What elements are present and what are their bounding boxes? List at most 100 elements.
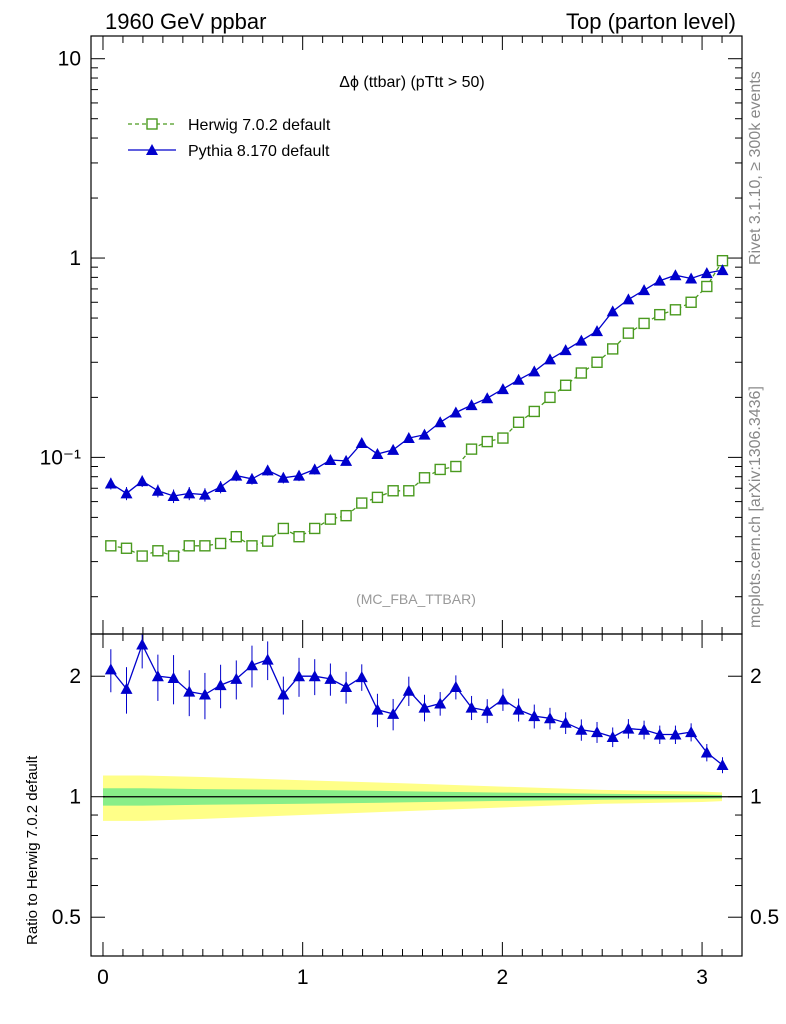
ratio-point bbox=[606, 730, 619, 742]
pythia-point bbox=[434, 416, 447, 428]
ratio-y-tick-label: 2 bbox=[69, 665, 81, 688]
herwig-point bbox=[654, 308, 666, 321]
pythia-point bbox=[230, 469, 243, 481]
herwig-point bbox=[606, 343, 619, 355]
ratio-point bbox=[496, 693, 509, 705]
herwig-point bbox=[214, 537, 227, 550]
pythia-point bbox=[716, 264, 729, 276]
ratio-point bbox=[167, 671, 180, 683]
pythia-point bbox=[622, 293, 635, 305]
herwig-point bbox=[638, 317, 650, 330]
pythia-point bbox=[559, 344, 572, 356]
ratio-point bbox=[324, 672, 337, 684]
ratio-point bbox=[120, 682, 133, 694]
main-data-layer bbox=[104, 254, 729, 562]
pythia-point bbox=[104, 477, 117, 489]
pythia-point bbox=[481, 392, 494, 404]
pythia-point bbox=[653, 274, 666, 286]
herwig-point bbox=[152, 545, 164, 557]
pythia-point bbox=[293, 469, 306, 481]
main-y-tick-label: 10 bbox=[58, 48, 81, 71]
ratio-point bbox=[653, 728, 666, 740]
ratio-axis-ticks: 2 2 1 1 0.5 0.5 0 1 2 3 bbox=[52, 634, 779, 989]
herwig-point bbox=[418, 472, 431, 484]
ratio-y-tick-label-right: 0.5 bbox=[750, 906, 779, 929]
ratio-point bbox=[104, 663, 117, 675]
pythia-point bbox=[355, 437, 368, 449]
herwig-point bbox=[622, 327, 635, 339]
pythia-point bbox=[638, 284, 651, 296]
ratio-point bbox=[669, 728, 682, 740]
pythia-point bbox=[543, 353, 556, 365]
pythia-point bbox=[418, 428, 431, 440]
pythia-point bbox=[575, 334, 588, 346]
pythia-point bbox=[700, 267, 713, 279]
herwig-point bbox=[167, 550, 180, 562]
pythia-point bbox=[402, 432, 415, 444]
pythia-line bbox=[110, 269, 723, 497]
ratio-point bbox=[340, 680, 353, 692]
ratio-point bbox=[371, 703, 384, 715]
pythia-point bbox=[528, 365, 541, 377]
pythia-point bbox=[120, 487, 133, 499]
ratio-plot-panel: 2 2 1 1 0.5 0.5 0 1 2 3 Ratio to Herwig 7.0.2 def… bbox=[24, 633, 779, 989]
ratio-point bbox=[622, 722, 635, 734]
herwig-point bbox=[575, 367, 588, 379]
ratio-point bbox=[591, 726, 604, 738]
herwig-point bbox=[309, 522, 321, 535]
analysis-watermark: (MC_FBA_TTBAR) bbox=[356, 591, 476, 607]
pythia-point bbox=[591, 325, 604, 337]
herwig-point bbox=[371, 491, 384, 504]
herwig-point bbox=[246, 540, 258, 552]
herwig-point bbox=[450, 460, 462, 473]
ratio-point bbox=[308, 670, 321, 682]
ratio-pythia-line bbox=[110, 642, 723, 766]
pythia-point bbox=[324, 454, 337, 466]
ratio-point bbox=[559, 716, 572, 728]
ratio-point bbox=[214, 679, 227, 691]
herwig-point bbox=[669, 304, 682, 316]
herwig-point bbox=[685, 296, 697, 308]
pythia-point bbox=[387, 443, 400, 455]
herwig-point bbox=[261, 535, 274, 547]
herwig-point bbox=[403, 485, 415, 497]
ratio-y-label: Ratio to Herwig 7.0.2 default bbox=[24, 755, 41, 945]
herwig-point bbox=[136, 550, 148, 562]
ratio-y-tick-label-right: 2 bbox=[750, 665, 762, 688]
ratio-point bbox=[575, 723, 588, 735]
herwig-point bbox=[559, 379, 572, 391]
ratio-point bbox=[198, 688, 211, 700]
pythia-point bbox=[261, 464, 274, 476]
herwig-point bbox=[340, 509, 352, 522]
pythia-point bbox=[214, 481, 227, 493]
ratio-point bbox=[261, 653, 274, 665]
header-left: 1960 GeV ppbar bbox=[105, 9, 266, 34]
herwig-point bbox=[701, 280, 713, 293]
ratio-point bbox=[136, 638, 149, 650]
ratio-point bbox=[685, 726, 698, 738]
ratio-y-tick-label: 1 bbox=[69, 786, 81, 809]
plot-title: Δϕ (ttbar) (pTtt > 50) bbox=[339, 74, 484, 91]
ratio-x-tick-label: 1 bbox=[297, 966, 309, 989]
pythia-point bbox=[465, 399, 478, 411]
pythia-point bbox=[449, 406, 462, 418]
ratio-point bbox=[151, 670, 164, 682]
ratio-point bbox=[638, 723, 651, 735]
ratio-point bbox=[387, 707, 400, 719]
ratio-point bbox=[700, 746, 713, 758]
ratio-y-tick-label-right: 1 bbox=[750, 786, 762, 809]
ratio-point bbox=[716, 759, 729, 771]
herwig-point bbox=[356, 497, 368, 509]
ratio-y-tick-label: 0.5 bbox=[52, 906, 81, 929]
rivet-label: Rivet 3.1.10, ≥ 300k events bbox=[747, 71, 764, 265]
ratio-point bbox=[481, 704, 494, 716]
ratio-point bbox=[183, 685, 196, 697]
ratio-point bbox=[293, 670, 306, 682]
main-axis-ticks: 10 1 10⁻¹ bbox=[40, 36, 742, 634]
ratio-frame bbox=[90, 633, 743, 957]
herwig-point bbox=[512, 416, 525, 428]
ratio-point bbox=[245, 659, 258, 671]
pythia-point bbox=[496, 383, 509, 395]
pythia-point bbox=[151, 484, 164, 496]
legend-herwig-marker bbox=[146, 118, 158, 130]
